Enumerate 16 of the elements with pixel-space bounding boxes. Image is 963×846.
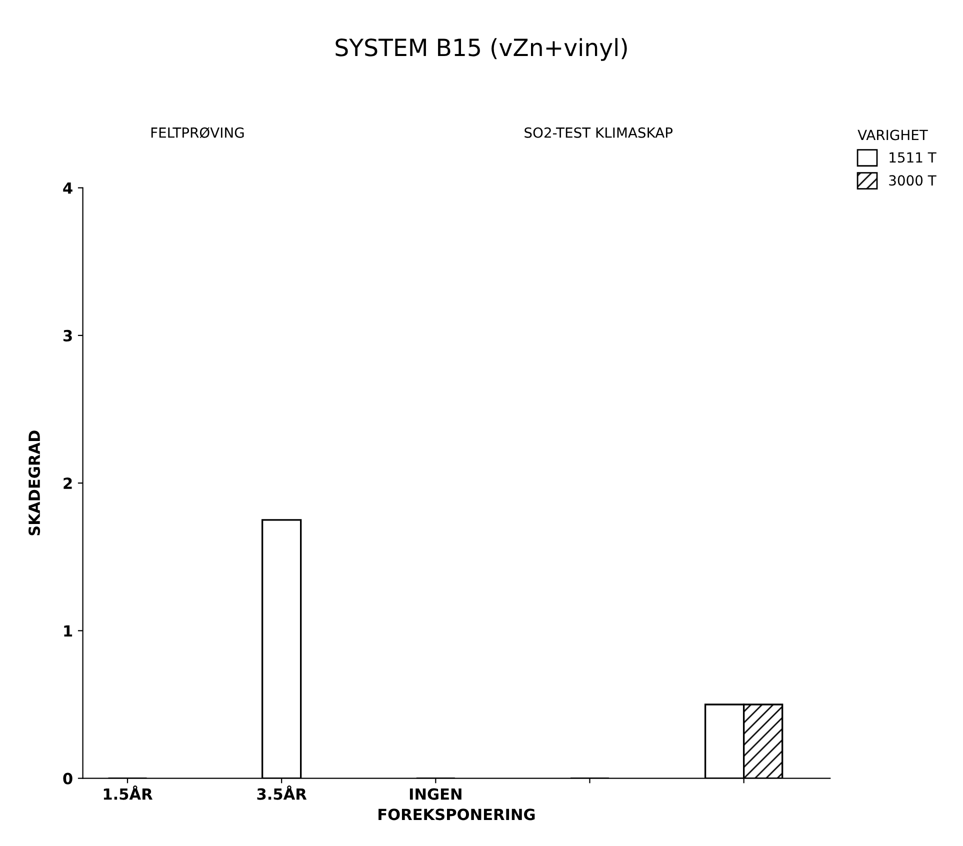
y-tick-label: 0: [63, 772, 72, 784]
chart-title: SYSTEM B15 (vZn+vinyl): [336, 38, 627, 61]
x-axis-title: FOREKSPONERING: [378, 808, 535, 820]
text: FELTPRØVING: [151, 127, 244, 138]
x-tick-label: INGEN: [410, 788, 462, 800]
text: SO2-TEST KLIMASKAP: [524, 127, 673, 138]
legend-label: 1511 T: [890, 152, 936, 163]
y-tick-label: 3: [63, 330, 72, 342]
x-tick-label: 1.5ÅR: [104, 785, 153, 800]
y-axis-title: SKADEGRAD: [28, 430, 40, 536]
y-tick-label: 4: [63, 182, 72, 194]
x-tick-label: 3.5ÅR: [257, 785, 307, 800]
legend-title: VARIGHET: [858, 130, 928, 140]
legend-label: 3000 T: [889, 175, 936, 186]
y-tick-label: 2: [64, 478, 72, 489]
y-tick-label: 1: [64, 625, 72, 636]
